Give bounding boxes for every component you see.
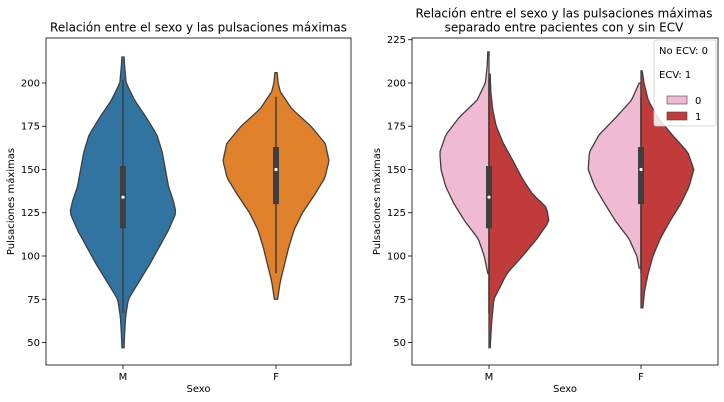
right-plot-frame [411, 37, 719, 366]
violin-f-median-dot [274, 167, 278, 172]
y-tick-label: 50 [393, 338, 406, 349]
left-chart-title: Relación entre el sexo y las pulsaciones… [50, 21, 347, 35]
y-tick-label: 100 [387, 252, 406, 263]
right-y-ticks: 50 75 100 125 150 175 200 225 [387, 35, 412, 349]
right-y-axis-label: Pulsaciones máximas [371, 148, 383, 255]
x-tick-label-m: M [485, 372, 494, 383]
y-tick-label: 125 [387, 208, 406, 219]
split-violin-m-ecv-0 [439, 51, 490, 274]
right-x-axis-label: Sexo [553, 384, 577, 395]
y-tick-label: 200 [387, 78, 406, 89]
split-violin-f-box [638, 147, 644, 205]
right-subplot: Relación entre el sexo y las pulsaciones… [371, 7, 719, 395]
legend-note-ecv: ECV: 1 [659, 70, 691, 81]
y-tick-label: 175 [21, 122, 40, 133]
legend-note-no-ecv: No ECV: 0 [659, 46, 708, 57]
violin-m-median-dot [121, 195, 125, 199]
x-tick-label-f: F [638, 372, 644, 383]
y-tick-label: 150 [21, 165, 40, 176]
legend-label-1: 1 [695, 112, 701, 123]
split-violin-m-ecv-1 [488, 73, 550, 349]
legend-frame [653, 39, 717, 127]
left-plot-frame [45, 37, 352, 366]
violin-f-box [273, 147, 279, 205]
split-violin-m-median-dot [487, 195, 491, 199]
right-legend: No ECV: 0 ECV: 1 0 1 [653, 39, 717, 127]
split-violin-f-ecv-1 [640, 70, 695, 309]
y-tick-label: 125 [21, 208, 40, 219]
right-chart-title-line1: Relación entre el sexo y las pulsaciones… [416, 7, 713, 21]
left-violin-layer [69, 56, 330, 349]
split-violin-f-ecv-0 [587, 82, 642, 269]
legend-label-0: 0 [695, 96, 701, 107]
y-tick-label: 50 [27, 338, 40, 349]
x-tick-label-f: F [273, 372, 279, 383]
y-tick-label: 100 [21, 252, 40, 263]
legend-swatch-0 [666, 95, 688, 105]
split-violin-f-median-dot [639, 167, 643, 172]
y-tick-label: 225 [387, 35, 406, 46]
y-tick-label: 150 [387, 165, 406, 176]
left-subplot: Relación entre el sexo y las pulsaciones… [5, 21, 352, 395]
left-y-axis-label: Pulsaciones máximas [5, 148, 17, 255]
y-tick-label: 75 [393, 295, 406, 306]
legend-swatch-1 [666, 111, 688, 121]
y-tick-label: 200 [21, 78, 40, 89]
right-violin-layer [439, 51, 695, 349]
y-tick-label: 75 [27, 295, 40, 306]
right-chart-title-line2: separado entre pacientes con y sin ECV [445, 21, 685, 35]
left-x-axis-label: Sexo [186, 384, 210, 395]
x-tick-label-m: M [119, 372, 128, 383]
y-tick-label: 175 [387, 122, 406, 133]
left-y-ticks: 50 75 100 125 150 175 200 [21, 78, 46, 349]
